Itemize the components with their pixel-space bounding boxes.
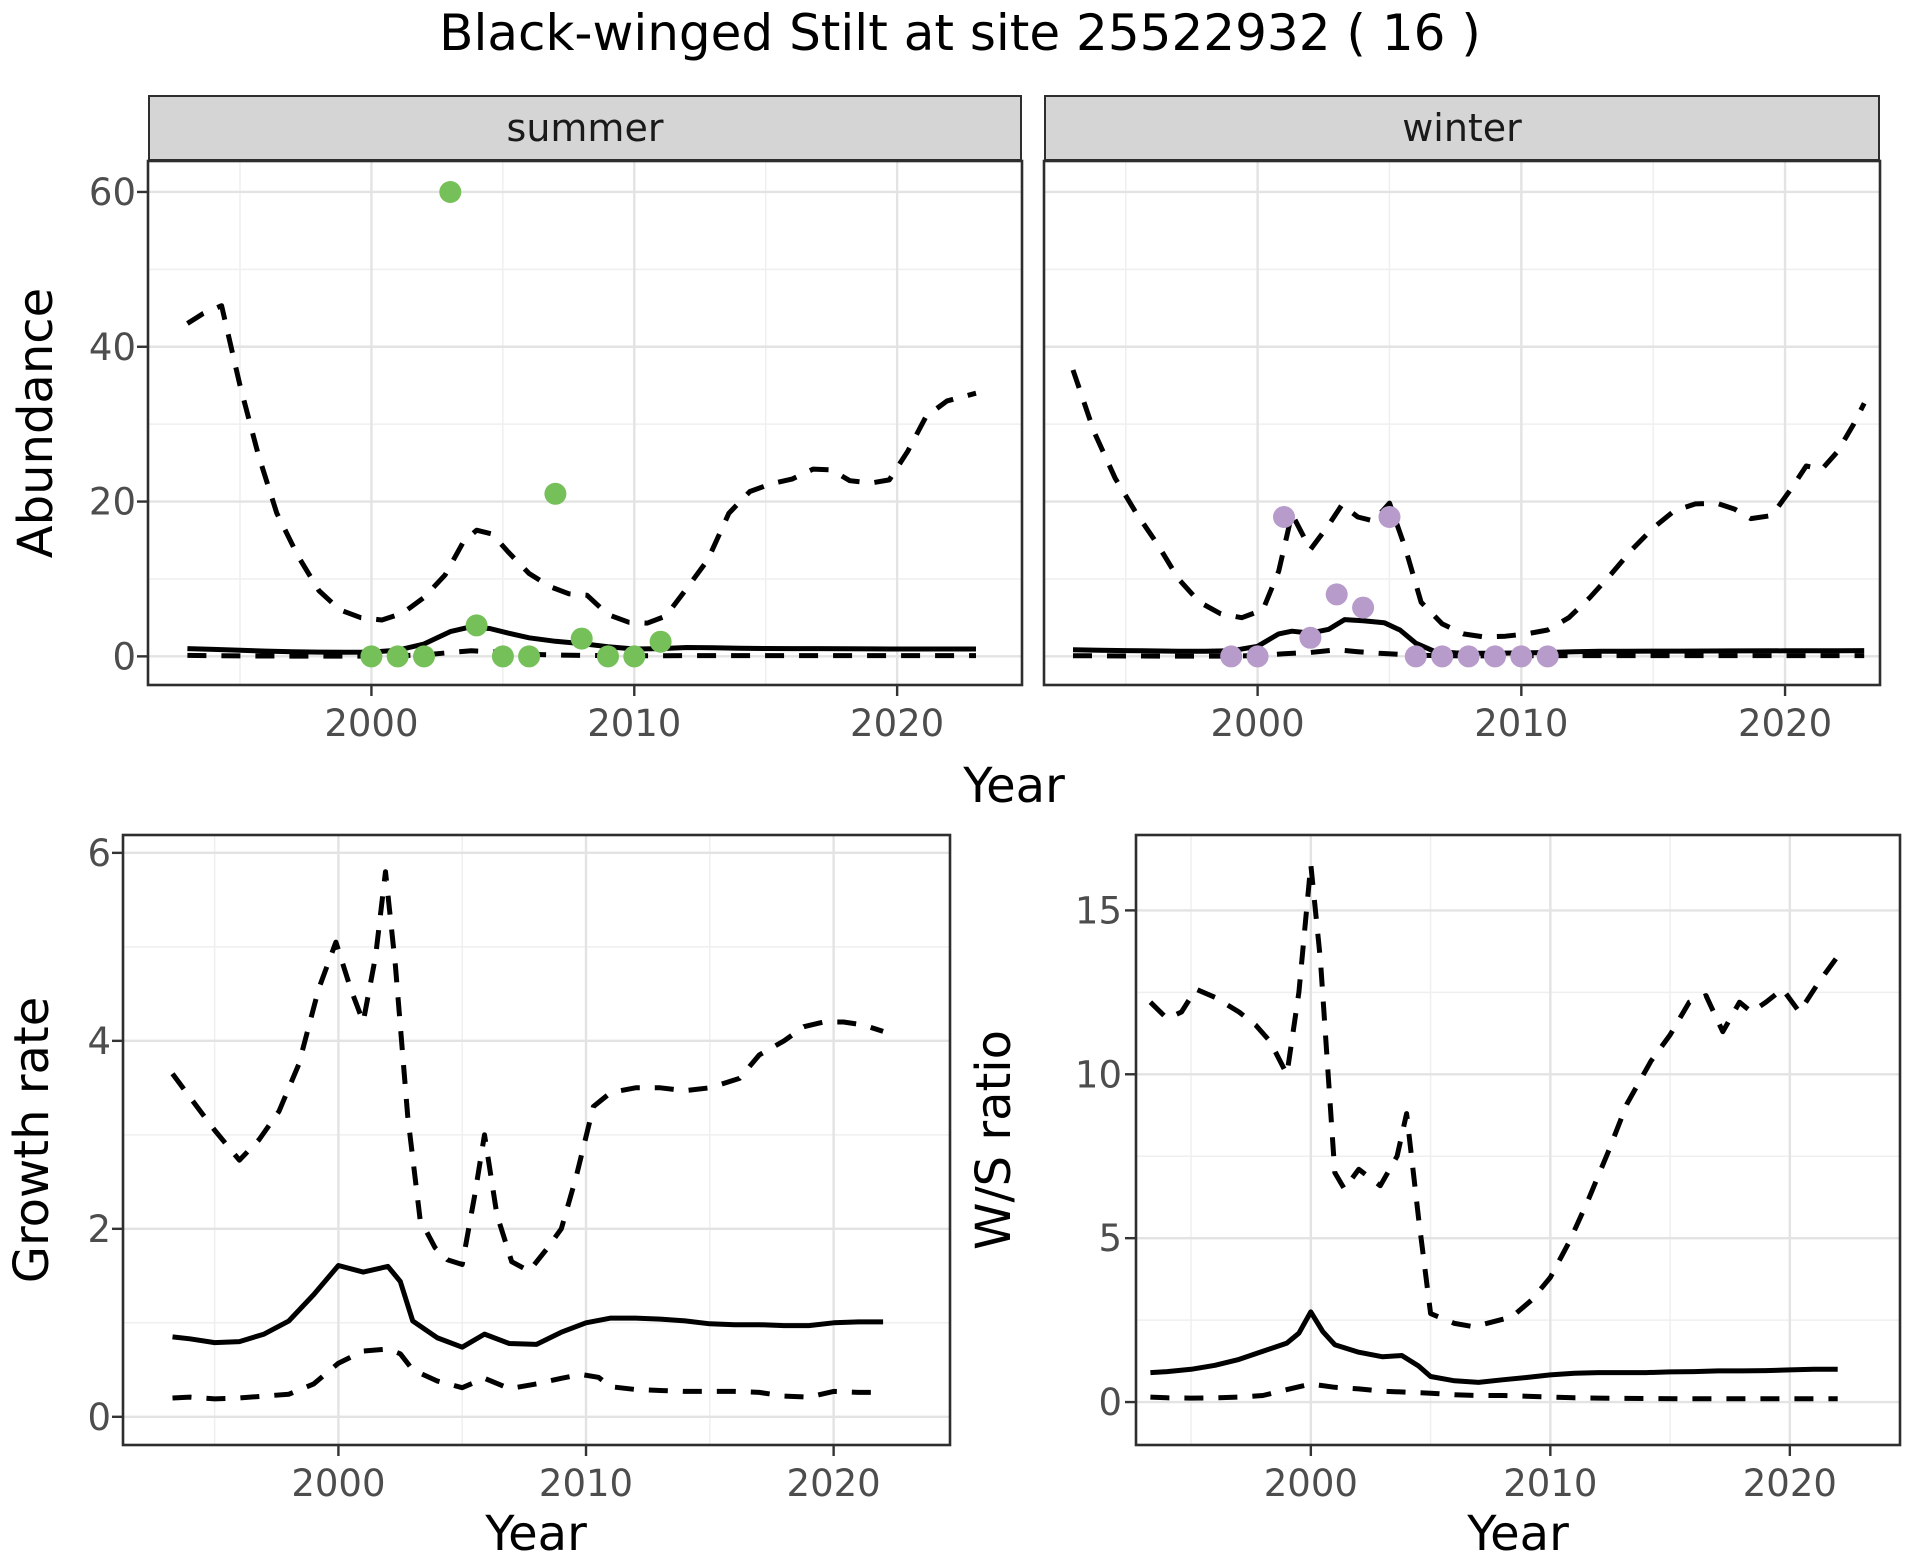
y-tick-label: 40 — [89, 326, 136, 369]
abundance_winter-observation-point — [1457, 645, 1480, 668]
y-tick-label: 2 — [87, 1208, 111, 1251]
x-tick-label: 2010 — [587, 702, 681, 745]
abundance_winter-upper_ci-line — [1070, 369, 1867, 640]
ws_ratio-median-line — [1150, 1309, 1838, 1385]
abundance_summer-observation-point — [518, 645, 541, 668]
growth_rate-border — [121, 833, 952, 1447]
y-tick-label: 4 — [87, 1020, 111, 1063]
y-tick-label: 0 — [87, 1396, 111, 1439]
growth_rate-upper_ci-line — [170, 869, 884, 1274]
x-tick-label: 2000 — [1211, 702, 1305, 745]
y-tick-label: 20 — [89, 481, 136, 524]
abundance_winter-observation-point — [1378, 506, 1401, 528]
x-tick-label: 2020 — [1738, 702, 1832, 745]
abundance_winter-lower_ci-line — [1072, 647, 1865, 659]
growth_rate-median-line — [172, 1263, 884, 1350]
abundance_summer-observation-point — [465, 614, 488, 637]
facet-strip-winter-label: winter — [1402, 106, 1522, 150]
abundance_winter-observation-point — [1536, 645, 1559, 668]
growth_rate-panel: 2000 2010 2020 0 2 4 6 — [87, 832, 952, 1505]
x-tick-label: 2010 — [1503, 1462, 1597, 1505]
x-tick-label: 2020 — [787, 1462, 881, 1505]
abundance_summer-upper_ci-line — [186, 303, 977, 626]
x-tick-label: 2010 — [539, 1462, 633, 1505]
abundance_summer-panel: 2000 2010 2020 0 20 40 60 — [89, 159, 1024, 745]
abundance_winter-observation-point — [1246, 645, 1269, 668]
x-tick-label: 2020 — [850, 702, 944, 745]
x-tick-label: 2000 — [1264, 1462, 1358, 1505]
abundance_summer-observation-point — [386, 645, 409, 668]
y-tick-label: 10 — [1075, 1053, 1122, 1096]
abundance_summer-observation-point — [570, 627, 593, 650]
abundance_winter-median-line — [1072, 617, 1865, 656]
abundance_winter-observation-point — [1484, 645, 1506, 668]
ws_ratio-panel: 2000 2010 2020 0 5 10 15 — [1075, 833, 1902, 1505]
abundance_winter-observation-point — [1325, 583, 1348, 606]
abundance_summer-median-line — [187, 624, 976, 655]
y-tick-label: 5 — [1098, 1217, 1122, 1260]
abundance_summer-observation-point — [623, 645, 646, 668]
facet-strip-summer: summer — [148, 95, 1022, 161]
y-tick-label: 60 — [89, 171, 136, 214]
x-tick-label: 2000 — [291, 1462, 385, 1505]
ws_ratio-upper_ci-line — [1148, 862, 1845, 1330]
abundance_summer-observation-point — [413, 645, 435, 668]
y-axis-title-abundance: Abundance — [8, 288, 64, 558]
abundance_summer-observation-point — [360, 645, 383, 668]
x-tick-label: 2020 — [1743, 1462, 1837, 1505]
abundance_summer-border — [146, 159, 1024, 687]
y-tick-label: 0 — [112, 635, 136, 678]
abundance_winter-observation-point — [1273, 506, 1295, 528]
abundance_winter-observation-point — [1510, 645, 1533, 668]
facet-strip-winter: winter — [1044, 95, 1880, 161]
x-tick-label: 2010 — [1474, 702, 1568, 745]
y-tick-label: 15 — [1075, 889, 1122, 932]
abundance_summer-observation-point — [544, 482, 567, 505]
plot-title: Black-winged Stilt at site 25522932 ( 16… — [439, 4, 1481, 62]
y-axis-title-ws-ratio: W/S ratio — [966, 1030, 1022, 1250]
y-tick-label: 6 — [87, 832, 111, 875]
abundance_winter-observation-point — [1299, 626, 1322, 649]
abundance_summer-observation-point — [597, 645, 619, 668]
x-axis-title-year-top: Year — [962, 758, 1065, 814]
abundance_winter-observation-point — [1404, 645, 1427, 668]
abundance_summer-observation-point — [439, 181, 462, 203]
y-axis-title-growth-rate: Growth rate — [4, 997, 60, 1284]
x-axis-title-year-bottom-right: Year — [1466, 1506, 1569, 1560]
abundance_winter-observation-point — [1220, 645, 1243, 668]
abundance_winter-observation-point — [1352, 596, 1375, 619]
x-axis-title-year-bottom-left: Year — [484, 1506, 587, 1560]
abundance_winter-observation-point — [1431, 645, 1454, 668]
x-tick-label: 2000 — [324, 702, 418, 745]
abundance_winter-border — [1042, 159, 1882, 687]
abundance_summer-observation-point — [491, 645, 514, 668]
abundance_winter-panel: 2000 2010 2020 — [1042, 159, 1882, 745]
facet-strip-summer-label: summer — [506, 106, 664, 150]
abundance_summer-observation-point — [649, 630, 672, 653]
y-tick-label: 0 — [1098, 1381, 1122, 1424]
ws_ratio-border — [1134, 833, 1902, 1447]
ws_ratio-lower_ci-line — [1150, 1381, 1838, 1402]
growth_rate-lower_ci-line — [172, 1346, 884, 1402]
